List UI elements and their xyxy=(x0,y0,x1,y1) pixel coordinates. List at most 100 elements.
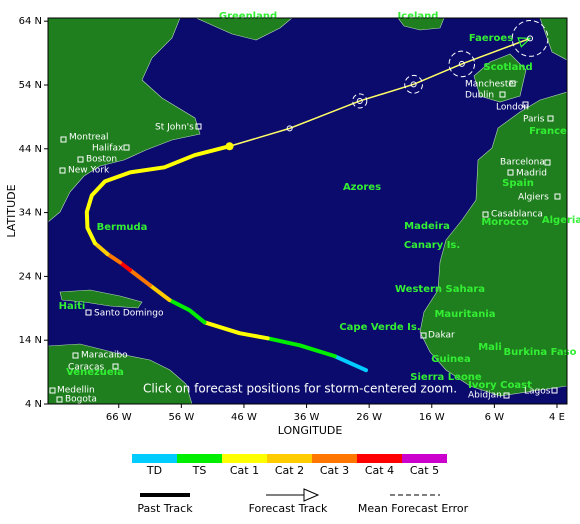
x-tick-label: 26 W xyxy=(356,412,382,423)
city-label: Abidjan xyxy=(468,391,502,401)
city-label: St John's xyxy=(155,123,194,133)
legend-label: TS xyxy=(192,464,207,477)
region-label: Mali xyxy=(478,342,502,353)
city-marker xyxy=(554,193,561,200)
region-label: Morocco xyxy=(481,217,528,228)
x-tick-label: 4 E xyxy=(549,412,565,423)
past-track-segment xyxy=(167,298,207,325)
forecast-point[interactable] xyxy=(410,81,417,88)
forecast-track-label: Forecast Track xyxy=(249,502,328,515)
forecast-point[interactable] xyxy=(458,60,465,67)
region-label: Azores xyxy=(343,182,381,193)
x-axis-label: LONGITUDE xyxy=(278,424,343,437)
region-label: Iceland xyxy=(398,11,439,22)
past-track-segment xyxy=(332,354,369,373)
city-marker xyxy=(59,167,66,174)
region-label: Sierra Leone xyxy=(410,372,482,383)
error-label: Mean Forecast Error xyxy=(358,502,469,515)
city-label: Boston xyxy=(86,155,117,165)
city-marker xyxy=(49,387,56,394)
y-axis-label: LATITUDE xyxy=(5,184,18,237)
city-marker xyxy=(547,115,554,122)
past-track-segment xyxy=(265,336,337,359)
city-marker xyxy=(509,80,516,87)
legend-swatch xyxy=(267,454,312,463)
past-track-segment xyxy=(128,268,153,288)
past-track-segment xyxy=(117,260,133,273)
region-label: France xyxy=(529,126,567,137)
region-label: Burkina Faso xyxy=(504,347,577,358)
city-label: London xyxy=(496,103,529,113)
region-label: Bermuda xyxy=(97,222,148,233)
forecast-error-circle xyxy=(352,93,368,109)
city-marker xyxy=(503,392,510,399)
map-frame xyxy=(47,17,568,405)
legend-label: Cat 5 xyxy=(410,464,439,477)
legend-label: Cat 2 xyxy=(275,464,304,477)
tracks xyxy=(84,20,549,373)
city-label: Dublin xyxy=(465,91,494,101)
forecast-error-circle xyxy=(448,50,476,78)
forecast-error-circle xyxy=(404,74,424,94)
city-marker xyxy=(72,352,79,359)
city-marker xyxy=(56,396,63,403)
city-marker xyxy=(123,144,130,151)
region-label: Scotland xyxy=(483,62,532,73)
forecast-point[interactable] xyxy=(286,125,293,132)
city-label: Caracas xyxy=(68,363,104,373)
forecast-point[interactable] xyxy=(356,97,363,104)
y-tick-label: 34 N xyxy=(19,208,42,219)
city-marker xyxy=(195,123,202,130)
past-track-segment xyxy=(105,252,122,265)
city-marker xyxy=(60,136,67,143)
past-track-segment xyxy=(202,320,270,341)
forecast-error-circle xyxy=(511,20,549,57)
x-tick-label: 6 W xyxy=(485,412,505,423)
city-label: Maracaibo xyxy=(81,351,128,361)
x-tick-label: 36 W xyxy=(294,412,320,423)
zoom-note: Click on forecast positions for storm-ce… xyxy=(143,382,457,396)
region-label: Spain xyxy=(502,178,534,189)
city-label: Paris xyxy=(523,115,545,125)
region-label: Cape Verde Is. xyxy=(339,322,420,333)
region-label: Venezuela xyxy=(66,367,124,378)
legend-swatch xyxy=(402,454,447,463)
region-label: Canary Is. xyxy=(404,240,460,251)
y-tick-label: 4 N xyxy=(25,399,42,410)
legend-swatch xyxy=(132,454,177,463)
city-label: Santo Domingo xyxy=(94,309,164,319)
city-marker xyxy=(499,91,506,98)
city-marker xyxy=(544,159,551,166)
x-tick-label: 66 W xyxy=(106,412,132,423)
land xyxy=(48,18,567,404)
region-label: Haiti xyxy=(59,301,86,312)
city-marker xyxy=(482,211,489,218)
forecast-point[interactable] xyxy=(527,35,534,42)
legend-swatch xyxy=(222,454,267,463)
city-label: Dakar xyxy=(428,331,455,341)
legend-swatch xyxy=(357,454,402,463)
past-track-segment xyxy=(148,283,172,303)
city-label: Barcelona xyxy=(500,158,545,168)
region-label: Faeroes xyxy=(469,33,513,44)
legend-swatch xyxy=(312,454,357,463)
y-tick-label: 64 N xyxy=(19,16,42,27)
city-label: Manchester xyxy=(465,80,518,90)
legend-label: Cat 4 xyxy=(365,464,394,477)
region-label: Guinea xyxy=(431,354,470,365)
x-tick-label: 56 W xyxy=(168,412,194,423)
x-tick-label: 46 W xyxy=(231,412,257,423)
y-tick-label: 14 N xyxy=(19,335,42,346)
region-label: Madeira xyxy=(404,221,450,232)
current-position xyxy=(225,142,234,151)
legend-swatch xyxy=(177,454,222,463)
past-track-segment xyxy=(84,144,232,246)
city-label: Montreal xyxy=(69,133,109,143)
region-label: Algeria xyxy=(542,215,580,226)
city-label: Bogota xyxy=(65,395,97,405)
past-track-segment xyxy=(92,241,110,257)
city-label: Halifax xyxy=(92,144,124,154)
region-label: Western Sahara xyxy=(395,284,485,295)
y-tick-label: 24 N xyxy=(19,271,42,282)
